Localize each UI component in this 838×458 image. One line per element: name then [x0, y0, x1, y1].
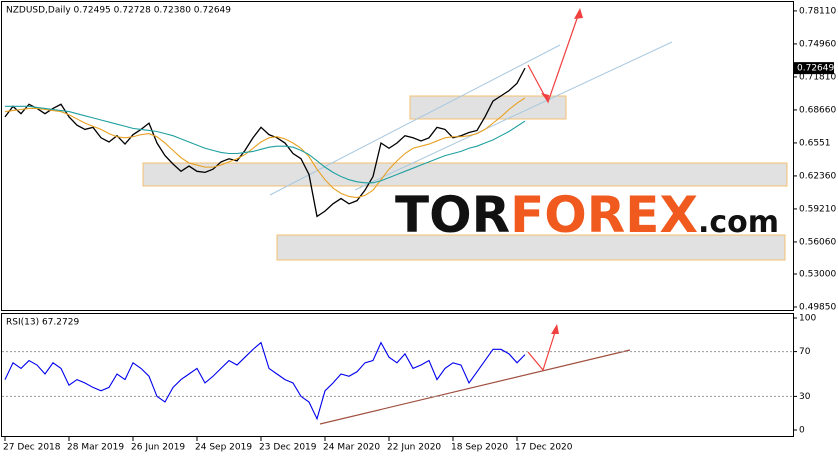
forecast-arrow: [527, 325, 558, 372]
rsi-panel: [1, 313, 794, 437]
y-tick-label: 0.71810: [799, 72, 836, 82]
price-marker-label: 0.72649: [797, 64, 834, 74]
x-tick-label: 24 Sep 2019: [195, 443, 252, 453]
overlays: [142, 8, 788, 425]
channel-line: [269, 44, 561, 196]
series-line: [5, 105, 526, 184]
trend-line: [319, 349, 631, 425]
y-tick-label: 0.68660: [799, 105, 836, 115]
x-tick-label: 26 Jun 2019: [131, 443, 185, 453]
price-panel: [1, 1, 794, 311]
y-tick-label: 0.62360: [799, 171, 836, 181]
y-tick-label: 0.59210: [799, 204, 836, 214]
y-tick-label: 0.74960: [799, 39, 836, 49]
price-marker: [794, 62, 834, 75]
series-line: [4, 97, 526, 199]
x-tick-label: 17 Dec 2020: [515, 443, 573, 453]
arrow-head: [551, 324, 559, 334]
arrow-head: [574, 8, 583, 19]
y-tick-label: 100: [799, 314, 816, 324]
x-tick-label: 28 Mar 2019: [67, 443, 124, 453]
chart-title: NZDUSD,Daily 0.72495 0.72728 0.72380 0.7…: [6, 6, 231, 16]
arrow-head: [541, 93, 549, 102]
watermark: TORFOREX.com: [395, 186, 779, 244]
watermark-part: .com: [698, 205, 779, 240]
y-tick-label: 0.53000: [799, 270, 836, 280]
y-tick-label: 0: [799, 426, 805, 436]
series-line: [4, 67, 526, 218]
y-tick-label: 0.49850: [799, 303, 836, 313]
y-tick-label: 30: [799, 392, 811, 402]
x-tick-label: 23 Dec 2019: [259, 443, 317, 453]
channel-line: [354, 41, 673, 191]
zone: [142, 162, 788, 187]
rsi-title: RSI(13) 67.2729: [6, 318, 79, 328]
x-tick-label: 24 Mar 2020: [323, 443, 380, 453]
x-tick-label: 22 Jun 2020: [387, 443, 441, 453]
watermark-part: FOREX: [510, 186, 698, 244]
zone: [276, 234, 786, 261]
watermark-part: TOR: [395, 186, 510, 244]
x-tick-label: 18 Sep 2020: [451, 443, 508, 453]
y-tick-label: 0.56060: [799, 237, 836, 247]
y-tick-label: 0.78110: [799, 6, 836, 16]
zone: [409, 95, 567, 120]
y-tick-label: 0.6551: [799, 138, 831, 148]
y-tick-label: 70: [799, 347, 811, 357]
x-tick-label: 27 Dec 2018: [3, 443, 61, 453]
series-line: [4, 341, 526, 421]
